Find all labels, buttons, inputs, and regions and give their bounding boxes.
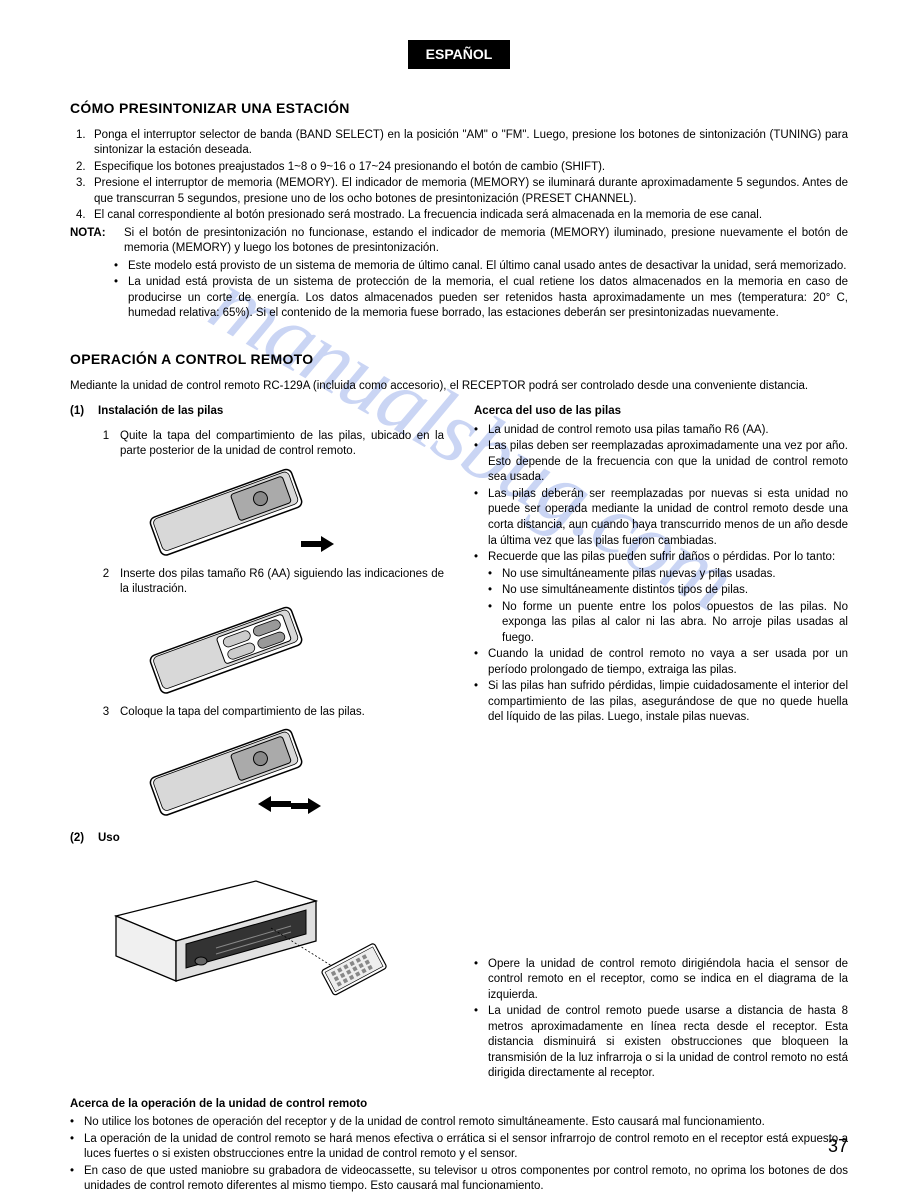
list-text: Ponga el interruptor selector de banda (… [94, 128, 848, 159]
bullet-text: Recuerde que las pilas pueden sufrir dañ… [488, 550, 848, 566]
bullet-icon: • [474, 439, 488, 486]
section2-intro: Mediante la unidad de control remoto RC-… [70, 379, 848, 395]
bullet-text: La unidad está provista de un sistema de… [128, 275, 848, 322]
subsection-num: (2) [70, 831, 98, 850]
bottom-section: Acerca de la operación de la unidad de c… [70, 1097, 848, 1195]
bullet-text: No forme un puente entre los polos opues… [502, 600, 848, 647]
right-heading: Acerca del uso de las pilas [474, 404, 848, 420]
left-column: (1) Instalación de las pilas 1 Quite la … [70, 404, 444, 1082]
bullet-text: La unidad de control remoto usa pilas ta… [488, 423, 848, 439]
right-column: Acerca del uso de las pilas •La unidad d… [474, 404, 848, 1082]
bullet-text: Cuando la unidad de control remoto no va… [488, 647, 848, 678]
bullet-icon: • [474, 647, 488, 678]
list-num: 4. [76, 208, 94, 224]
bullet-icon: • [488, 583, 502, 599]
bullet-text: Las pilas deben ser reemplazadas aproxim… [488, 439, 848, 486]
bullet-icon: • [70, 1132, 84, 1163]
list-text: El canal correspondiente al botón presio… [94, 208, 848, 224]
step-num: 3 [98, 705, 120, 721]
section-remote-control: OPERACIÓN A CONTROL REMOTO Mediante la u… [70, 350, 848, 1195]
remote-illustration-2 [106, 604, 336, 699]
step-text: Coloque la tapa del compartimiento de la… [120, 705, 444, 721]
bullet-text: Este modelo está provisto de un sistema … [128, 259, 848, 275]
bullet-icon: • [474, 423, 488, 439]
bullet-text: La unidad de control remoto puede usarse… [488, 1004, 848, 1082]
bullet-text: No utilice los botones de operación del … [84, 1115, 848, 1131]
bullet-text: En caso de que usted maniobre su grabado… [84, 1164, 848, 1195]
bullet-text: Las pilas deberán ser reemplazadas por n… [488, 487, 848, 549]
step-text: Quite la tapa del compartimiento de las … [120, 429, 444, 460]
step-num: 2 [98, 567, 120, 598]
step-text: Inserte dos pilas tamaño R6 (AA) siguien… [120, 567, 444, 598]
nota-label: NOTA: [70, 226, 124, 257]
section1-title: CÓMO PRESINTONIZAR UNA ESTACIÓN [70, 99, 848, 118]
list-num: 1. [76, 128, 94, 159]
bullet-icon: • [474, 487, 488, 549]
bullet-icon: • [70, 1115, 84, 1131]
bullet-icon: • [114, 275, 128, 322]
language-badge: ESPAÑOL [408, 40, 511, 69]
step-num: 1 [98, 429, 120, 460]
bullet-icon: • [474, 550, 488, 566]
section2-title: OPERACIÓN A CONTROL REMOTO [70, 350, 848, 369]
subsection-num: (1) [70, 404, 98, 423]
bullet-text: Si las pilas han sufrido pérdidas, limpi… [488, 679, 848, 726]
nota-text: Si el botón de presintonización no funci… [124, 226, 848, 257]
bullet-text: No use simultáneamente distintos tipos d… [502, 583, 848, 599]
bullet-text: Opere la unidad de control remoto dirigi… [488, 957, 848, 1004]
bullet-icon: • [70, 1164, 84, 1195]
receiver-illustration [106, 856, 406, 1016]
remote-illustration-1 [106, 466, 336, 561]
bullet-text: No use simultáneamente pilas nuevas y pi… [502, 567, 848, 583]
bullet-text: La operación de la unidad de control rem… [84, 1132, 848, 1163]
remote-illustration-3 [106, 726, 336, 821]
subsection-heading: Uso [98, 831, 444, 847]
list-num: 2. [76, 160, 94, 176]
bottom-heading: Acerca de la operación de la unidad de c… [70, 1097, 848, 1113]
bullet-icon: • [474, 957, 488, 1004]
list-text: Especifique los botones preajustados 1~8… [94, 160, 848, 176]
list-num: 3. [76, 176, 94, 207]
section-preset-station: CÓMO PRESINTONIZAR UNA ESTACIÓN 1.Ponga … [70, 99, 848, 322]
subsection-heading: Instalación de las pilas [98, 404, 444, 420]
bullet-icon: • [488, 600, 502, 647]
bullet-icon: • [474, 1004, 488, 1082]
list-text: Presione el interruptor de memoria (MEMO… [94, 176, 848, 207]
bullet-icon: • [474, 679, 488, 726]
bullet-icon: • [488, 567, 502, 583]
bullet-icon: • [114, 259, 128, 275]
